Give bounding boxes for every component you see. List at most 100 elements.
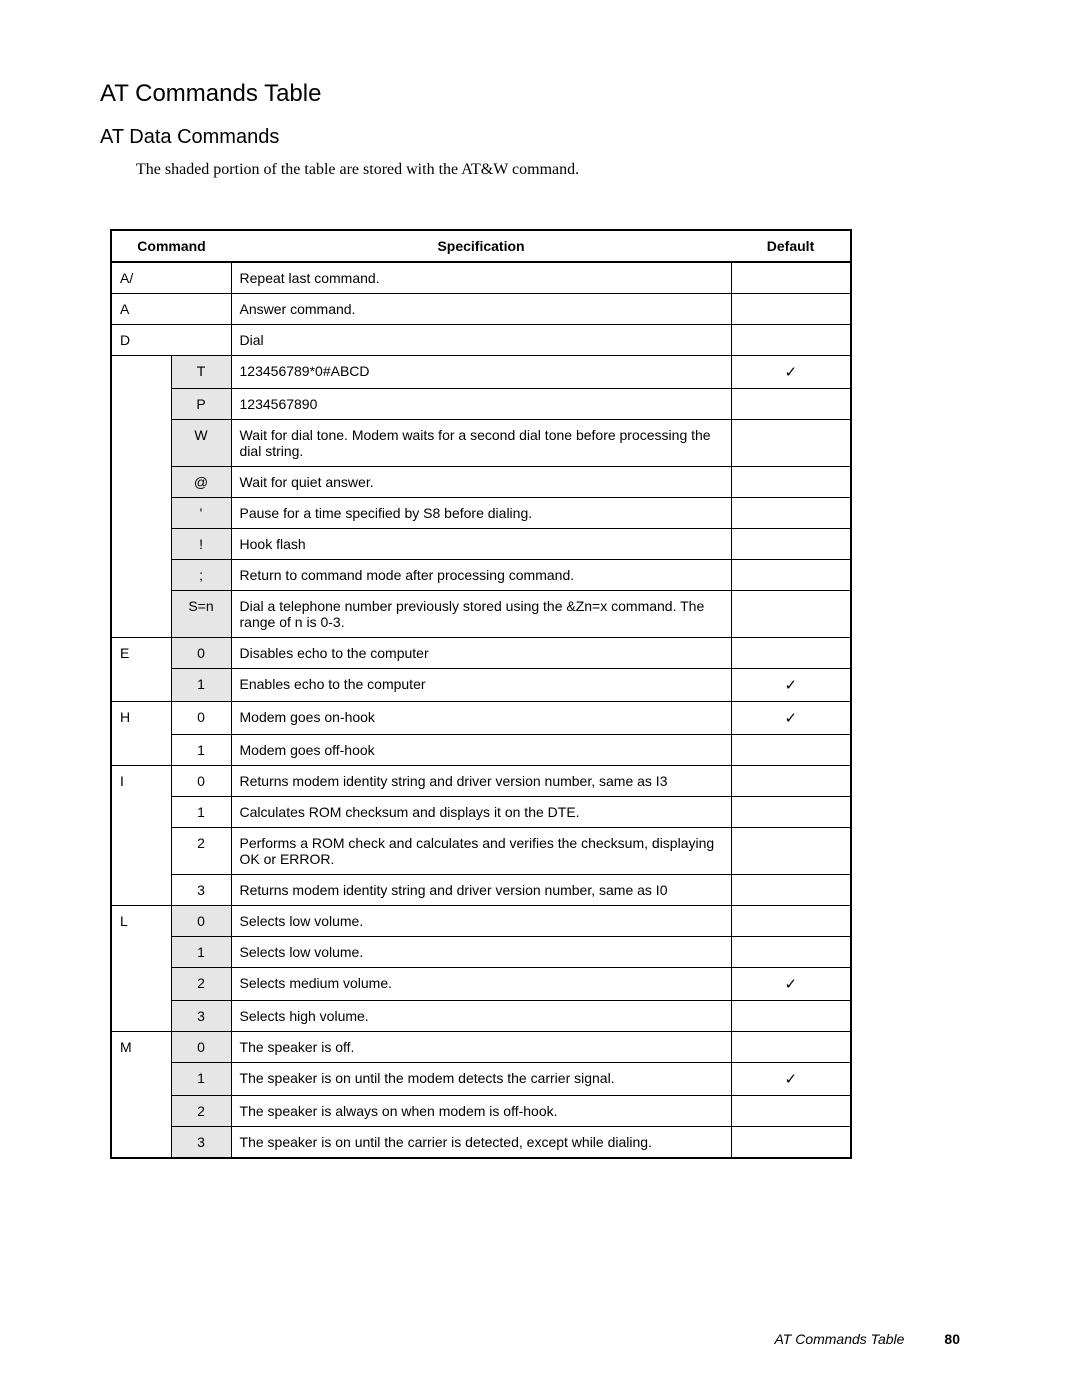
spec-cell: Dial a telephone number previously store…: [231, 591, 731, 638]
default-cell: ✓: [731, 702, 851, 735]
sub-cell: 0: [171, 638, 231, 669]
table-row: I0Returns modem identity string and driv…: [111, 766, 851, 797]
sub-cell: T: [171, 356, 231, 389]
spec-cell: Enables echo to the computer: [231, 669, 731, 702]
spec-cell: 123456789*0#ABCD: [231, 356, 731, 389]
sub-cell: 3: [171, 1127, 231, 1159]
spec-cell: Answer command.: [231, 294, 731, 325]
table-row: 2Performs a ROM check and calculates and…: [111, 828, 851, 875]
table-row: 3Returns modem identity string and drive…: [111, 875, 851, 906]
table-row: ;Return to command mode after processing…: [111, 560, 851, 591]
default-cell: [731, 467, 851, 498]
default-cell: [731, 906, 851, 937]
spec-cell: The speaker is always on when modem is o…: [231, 1096, 731, 1127]
sub-cell: S=n: [171, 591, 231, 638]
sub-cell: 1: [171, 669, 231, 702]
spec-cell: Returns modem identity string and driver…: [231, 875, 731, 906]
spec-cell: Modem goes off-hook: [231, 735, 731, 766]
sub-cell: 1: [171, 735, 231, 766]
spec-cell: The speaker is on until the carrier is d…: [231, 1127, 731, 1159]
cmd-cell: H: [111, 702, 171, 766]
cmd-cell: [111, 356, 171, 638]
page-title: AT Commands Table: [100, 80, 970, 108]
default-cell: ✓: [731, 968, 851, 1001]
default-cell: [731, 529, 851, 560]
cmd-cell: I: [111, 766, 171, 906]
default-cell: [731, 591, 851, 638]
sub-cell: 2: [171, 828, 231, 875]
table-row: A/Repeat last command.: [111, 262, 851, 294]
col-specification: Specification: [231, 230, 731, 262]
cmd-cell: M: [111, 1032, 171, 1159]
page-footer: 80 AT Commands Table: [0, 1331, 1080, 1347]
table-row: 1Selects low volume.: [111, 937, 851, 968]
page: AT Commands Table AT Data Commands The s…: [0, 0, 1080, 1397]
sub-cell: 2: [171, 968, 231, 1001]
sub-cell: 0: [171, 766, 231, 797]
spec-cell: Wait for dial tone. Modem waits for a se…: [231, 420, 731, 467]
default-cell: [731, 262, 851, 294]
default-cell: [731, 735, 851, 766]
default-cell: [731, 1001, 851, 1032]
table-row: 2The speaker is always on when modem is …: [111, 1096, 851, 1127]
table-row: T123456789*0#ABCD ✓: [111, 356, 851, 389]
sub-cell: 0: [171, 1032, 231, 1063]
table-row: M0The speaker is off.: [111, 1032, 851, 1063]
spec-cell: Repeat last command.: [231, 262, 731, 294]
default-cell: [731, 766, 851, 797]
sub-cell: 0: [171, 702, 231, 735]
table-row: 1Enables echo to the computer ✓: [111, 669, 851, 702]
spec-cell: Hook flash: [231, 529, 731, 560]
default-cell: ✓: [731, 669, 851, 702]
cmd-cell: D: [111, 325, 231, 356]
sub-cell: @: [171, 467, 231, 498]
spec-cell: Selects low volume.: [231, 906, 731, 937]
spec-cell: The speaker is on until the modem detect…: [231, 1063, 731, 1096]
sub-cell: 1: [171, 937, 231, 968]
spec-cell: Pause for a time specified by S8 before …: [231, 498, 731, 529]
default-cell: [731, 875, 851, 906]
table-row: 3The speaker is on until the carrier is …: [111, 1127, 851, 1159]
check-icon: ✓: [784, 364, 797, 381]
cmd-cell: A/: [111, 262, 231, 294]
sub-cell: 3: [171, 1001, 231, 1032]
sub-cell: !: [171, 529, 231, 560]
default-cell: [731, 420, 851, 467]
table-row: @Wait for quiet answer.: [111, 467, 851, 498]
default-cell: [731, 389, 851, 420]
table-header-row: Command Specification Default: [111, 230, 851, 262]
table-row: AAnswer command.: [111, 294, 851, 325]
footer-title: AT Commands Table: [774, 1331, 904, 1347]
spec-cell: Wait for quiet answer.: [231, 467, 731, 498]
default-cell: ✓: [731, 1063, 851, 1096]
default-cell: [731, 797, 851, 828]
spec-cell: Calculates ROM checksum and displays it …: [231, 797, 731, 828]
sub-cell: 1: [171, 797, 231, 828]
cmd-cell: L: [111, 906, 171, 1032]
default-cell: [731, 828, 851, 875]
default-cell: [731, 294, 851, 325]
table-row: 2Selects medium volume.✓: [111, 968, 851, 1001]
sub-cell: 3: [171, 875, 231, 906]
table-row: WWait for dial tone. Modem waits for a s…: [111, 420, 851, 467]
default-cell: [731, 1096, 851, 1127]
table-row: 1Calculates ROM checksum and displays it…: [111, 797, 851, 828]
table-row: H0Modem goes on-hook✓: [111, 702, 851, 735]
spec-cell: Performs a ROM check and calculates and …: [231, 828, 731, 875]
table-row: !Hook flash: [111, 529, 851, 560]
check-icon: ✓: [784, 677, 797, 694]
table-row: 1Modem goes off-hook: [111, 735, 851, 766]
sub-cell: ;: [171, 560, 231, 591]
table-row: 3Selects high volume.: [111, 1001, 851, 1032]
default-cell: [731, 937, 851, 968]
sub-cell: 1: [171, 1063, 231, 1096]
default-cell: [731, 1127, 851, 1159]
default-cell: [731, 638, 851, 669]
col-command: Command: [111, 230, 231, 262]
at-commands-table: Command Specification Default A/Repeat l…: [110, 229, 852, 1159]
spec-cell: Return to command mode after processing …: [231, 560, 731, 591]
sub-cell: P: [171, 389, 231, 420]
check-icon: ✓: [784, 710, 797, 727]
table-row: P1234567890: [111, 389, 851, 420]
table-row: S=nDial a telephone number previously st…: [111, 591, 851, 638]
